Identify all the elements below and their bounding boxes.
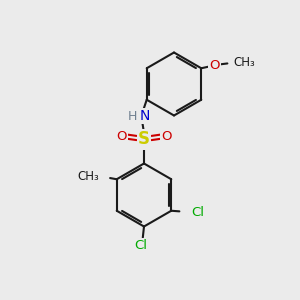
Text: O: O xyxy=(209,59,220,72)
Text: O: O xyxy=(116,130,127,143)
Text: Cl: Cl xyxy=(191,206,204,219)
Text: CH₃: CH₃ xyxy=(233,56,255,69)
Text: O: O xyxy=(161,130,172,143)
Text: CH₃: CH₃ xyxy=(77,170,99,183)
Text: Cl: Cl xyxy=(134,238,148,252)
Text: N: N xyxy=(140,109,150,123)
Text: H: H xyxy=(128,110,137,123)
Text: S: S xyxy=(138,130,150,148)
